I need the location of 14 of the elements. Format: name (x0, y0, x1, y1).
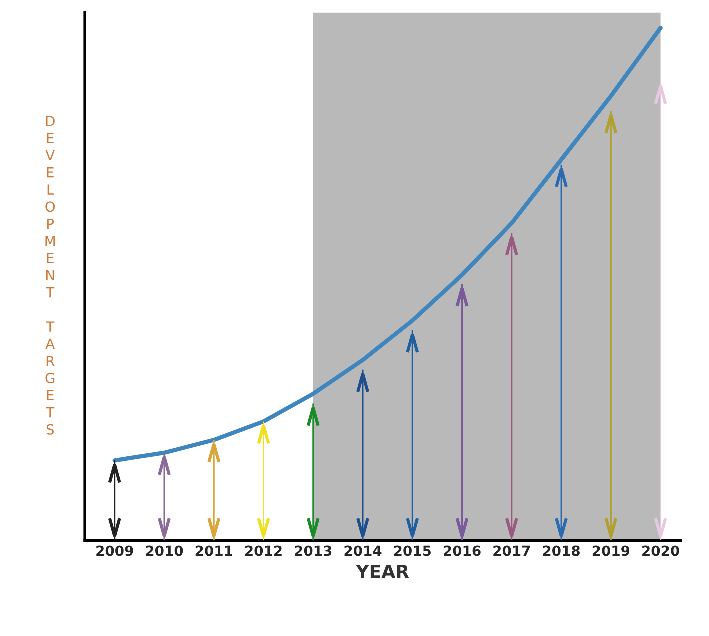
x-tick-label: 2017 (494, 546, 530, 556)
x-axis-title: YEAR (356, 565, 410, 578)
x-tick-label: 2018 (543, 546, 580, 556)
x-tick-label: 2016 (444, 546, 481, 556)
x-tick-label: 2010 (146, 546, 184, 556)
x-tick-label: 2020 (642, 546, 680, 556)
x-tick-label: 2015 (394, 546, 431, 556)
x-tick-label: 2009 (96, 546, 134, 556)
text: DEVELOPMENT TARGETS (46, 116, 56, 435)
x-tick-label: 2012 (246, 546, 282, 556)
x-tick-label: 2011 (196, 546, 232, 556)
x-tick-label: 2013 (295, 546, 332, 556)
x-tick-label: 2019 (592, 546, 630, 556)
x-tick-label: 2014 (344, 546, 382, 556)
